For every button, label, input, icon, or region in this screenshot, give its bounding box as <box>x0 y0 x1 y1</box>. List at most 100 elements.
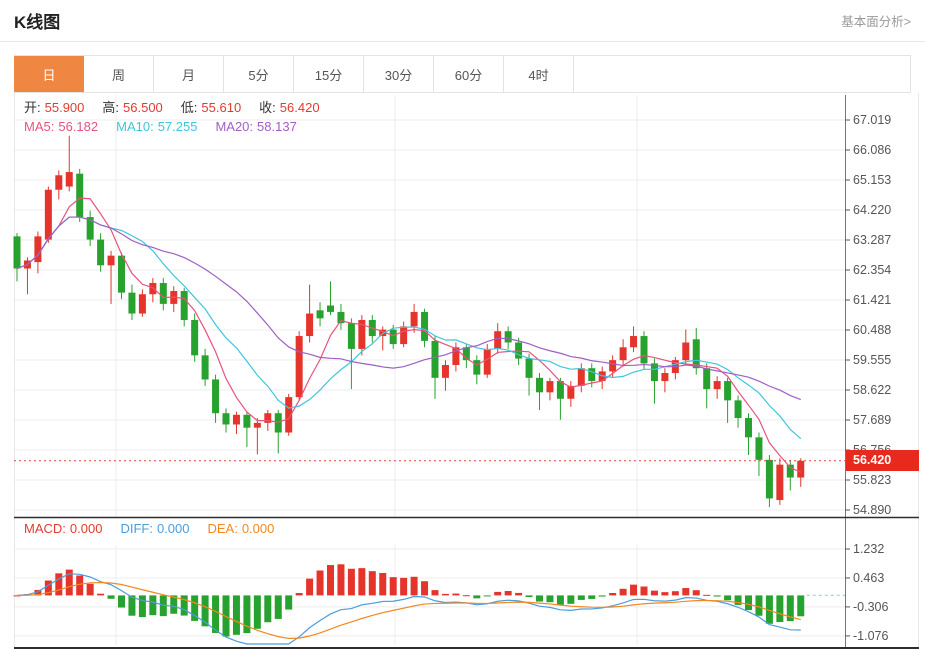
widget-header: K线图 基本面分析> <box>0 0 925 42</box>
ma-legend-item: MA20: 58.137 <box>215 119 300 134</box>
dea-line <box>16 581 801 640</box>
candle-body <box>44 189 52 240</box>
candle-body <box>682 342 690 361</box>
candle-body <box>452 347 460 365</box>
candle-body <box>536 377 543 393</box>
macd-bar <box>13 595 21 597</box>
candle-body <box>441 364 449 378</box>
candle-body <box>138 294 146 314</box>
candle-body <box>786 464 794 478</box>
candle-body <box>295 336 303 398</box>
macd-bar <box>379 573 387 596</box>
candle-body <box>431 340 439 378</box>
ma-legend: MA5: 56.182 MA10: 57.255 MA20: 58.137 <box>24 119 315 134</box>
diff-line <box>16 573 801 645</box>
y-tick-label: 64.220 <box>853 203 891 217</box>
macd-bar <box>713 595 721 597</box>
macd-bar <box>661 592 669 596</box>
candle-body <box>128 292 136 314</box>
candle-body <box>159 282 167 304</box>
tab-月[interactable]: 月 <box>154 56 224 92</box>
candle-body <box>504 331 512 343</box>
candle-body <box>556 381 564 399</box>
macd-bar <box>703 594 711 596</box>
macd-bar <box>86 583 94 596</box>
legend-value: 0.000 <box>241 521 275 536</box>
legend-label: 高: <box>102 100 120 115</box>
y-tick-label: -0.306 <box>853 600 888 614</box>
legend-label: 收: <box>259 100 276 115</box>
current-price-value: 56.420 <box>853 453 892 468</box>
macd-bar <box>421 581 429 596</box>
ohlc-legend-item: 开: 55.900 <box>24 100 88 115</box>
candle-body <box>180 291 188 320</box>
macd-bar <box>201 595 209 627</box>
macd-bar <box>525 595 533 598</box>
candle-body <box>515 342 523 359</box>
y-tick-label: 54.890 <box>853 503 891 517</box>
y-tick-label: 55.823 <box>853 473 891 487</box>
macd-bar <box>462 595 470 597</box>
macd-bar <box>588 595 596 599</box>
legend-label: MA5: <box>24 119 55 134</box>
candle-body <box>97 239 105 266</box>
macd-bar <box>724 595 732 601</box>
y-tick-label: 62.354 <box>853 263 891 277</box>
candle-body <box>713 381 721 390</box>
y-tick-label: 67.019 <box>853 113 891 127</box>
legend-label: MACD: <box>24 521 66 536</box>
candle-body <box>567 385 575 399</box>
macd-bar <box>776 595 784 623</box>
tab-30分[interactable]: 30分 <box>364 56 434 92</box>
macd-bar <box>619 588 627 596</box>
candle-body <box>619 347 627 361</box>
macd-bar <box>400 577 408 596</box>
tab-60分[interactable]: 60分 <box>434 56 504 92</box>
candle-body <box>201 355 209 380</box>
macd-bar <box>410 576 418 596</box>
candle-body <box>765 459 773 499</box>
tab-4时[interactable]: 4时 <box>504 56 574 92</box>
candle-body <box>797 460 805 478</box>
macd-bar <box>118 595 125 608</box>
macd-bar <box>232 595 240 635</box>
tab-周[interactable]: 周 <box>84 56 154 92</box>
candle-body <box>650 363 658 382</box>
ma-legend-item: MA10: 57.255 <box>116 119 201 134</box>
legend-value: 58.137 <box>257 119 297 134</box>
macd-bar <box>692 590 700 596</box>
candle-body <box>358 319 366 349</box>
candle-body <box>347 323 355 349</box>
macd-bar <box>515 592 523 596</box>
candle-body <box>253 422 261 428</box>
fundamental-analysis-link[interactable]: 基本面分析> <box>841 15 911 29</box>
candle-body <box>107 255 115 266</box>
macd-bar <box>285 595 293 610</box>
candle-body <box>640 336 648 364</box>
macd-legend-item: DIFF: 0.000 <box>120 521 193 536</box>
macd-bar <box>650 590 658 596</box>
tab-5分[interactable]: 5分 <box>224 56 294 92</box>
candle-body <box>410 311 418 327</box>
macd-bar <box>55 573 63 596</box>
candle-body <box>546 381 554 393</box>
macd-bar <box>65 569 73 596</box>
candle-body <box>776 464 784 501</box>
legend-value: 55.900 <box>44 100 85 115</box>
macd-bar <box>295 593 303 596</box>
y-tick-label: 58.622 <box>853 383 891 397</box>
candle-body <box>285 397 293 433</box>
ma10-line <box>16 216 802 440</box>
candle-body <box>692 339 700 369</box>
y-tick-label: 1.232 <box>853 542 884 556</box>
y-tick-label: 63.287 <box>853 233 891 247</box>
legend-label: MA20: <box>215 119 254 134</box>
candle-body <box>661 373 669 382</box>
tab-日[interactable]: 日 <box>14 56 84 92</box>
macd-bar <box>107 595 115 599</box>
macd-bar <box>734 595 742 605</box>
legend-value: 0.000 <box>156 521 190 536</box>
tab-15分[interactable]: 15分 <box>294 56 364 92</box>
y-tick-label: 57.689 <box>853 413 891 427</box>
